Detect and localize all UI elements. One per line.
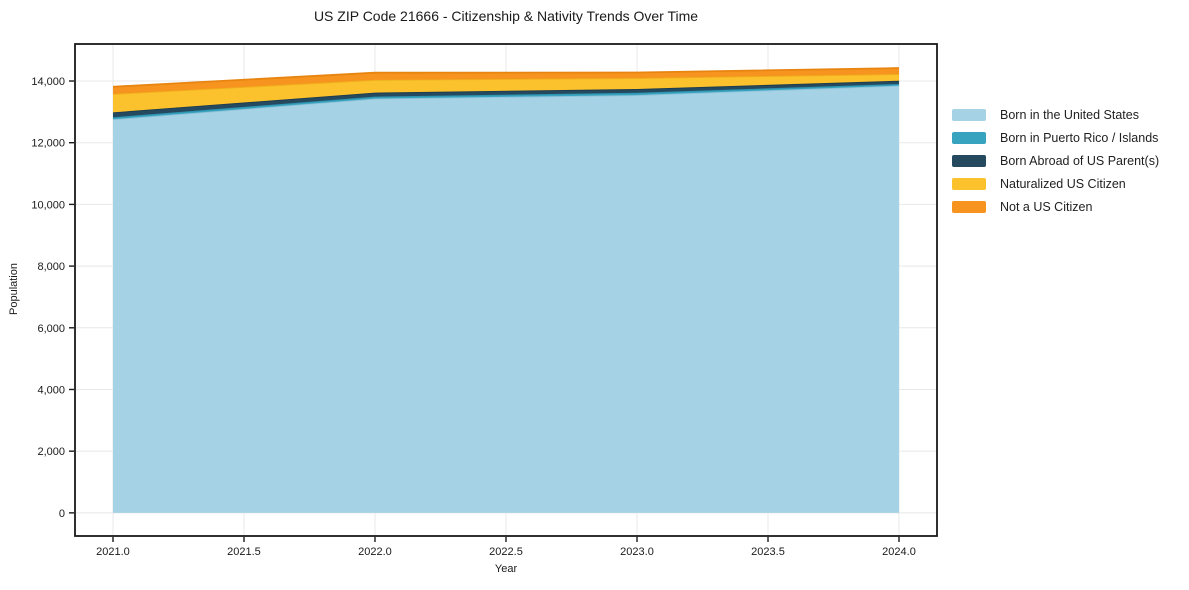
area-series-born-abroad-of-us-parent-s — [112, 80, 900, 118]
x-tick-label: 2024.0 — [882, 546, 916, 558]
legend-item-born-abroad-of-us-parent-s: Born Abroad of US Parent(s) — [952, 149, 1159, 172]
y-axis-label: Population — [8, 263, 20, 315]
x-tick-label: 2021.5 — [227, 546, 261, 558]
x-tick-label: 2021.0 — [96, 546, 130, 558]
area-series-born-in-the-united-states — [112, 85, 900, 513]
legend-swatch-icon — [952, 200, 986, 213]
legend-item-born-in-puerto-rico-islands: Born in Puerto Rico / Islands — [952, 126, 1159, 149]
legend-item-naturalized-us-citizen: Naturalized US Citizen — [952, 172, 1159, 195]
legend-label: Born in the United States — [1000, 107, 1139, 122]
edge-line-not-a-us-citizen — [112, 67, 900, 88]
y-tick-label: 10,000 — [31, 199, 65, 211]
y-tick-label: 6,000 — [37, 323, 65, 335]
y-tick-label: 8,000 — [37, 261, 65, 273]
legend-label: Not a US Citizen — [1000, 199, 1093, 214]
x-tick-label: 2022.0 — [358, 546, 392, 558]
legend-item-not-a-us-citizen: Not a US Citizen — [952, 195, 1159, 218]
legend-item-born-in-the-united-states: Born in the United States — [952, 103, 1159, 126]
y-tick-label: 0 — [59, 508, 65, 520]
legend: Born in the United States Born in Puerto … — [952, 103, 1159, 218]
y-tick-label: 4,000 — [37, 384, 65, 396]
legend-swatch-icon — [952, 177, 986, 190]
legend-label: Born Abroad of US Parent(s) — [1000, 153, 1160, 168]
plot-spines — [74, 43, 938, 537]
x-tick-label: 2022.5 — [489, 546, 523, 558]
y-tick-label: 12,000 — [31, 138, 65, 150]
x-tick-label: 2023.5 — [751, 546, 785, 558]
y-tick-label: 2,000 — [37, 446, 65, 458]
x-axis-label: Year — [494, 563, 518, 575]
legend-swatch-icon — [952, 154, 986, 167]
y-tick-label: 14,000 — [31, 76, 65, 88]
legend-swatch-icon — [952, 131, 986, 144]
legend-label: Born in Puerto Rico / Islands — [1000, 130, 1159, 145]
x-tick-label: 2023.0 — [620, 546, 654, 558]
legend-label: Naturalized US Citizen — [1000, 176, 1126, 191]
area-series-not-a-us-citizen — [112, 68, 900, 94]
legend-swatch-icon — [952, 108, 986, 121]
chart-title: US ZIP Code 21666 - Citizenship & Nativi… — [313, 8, 699, 24]
